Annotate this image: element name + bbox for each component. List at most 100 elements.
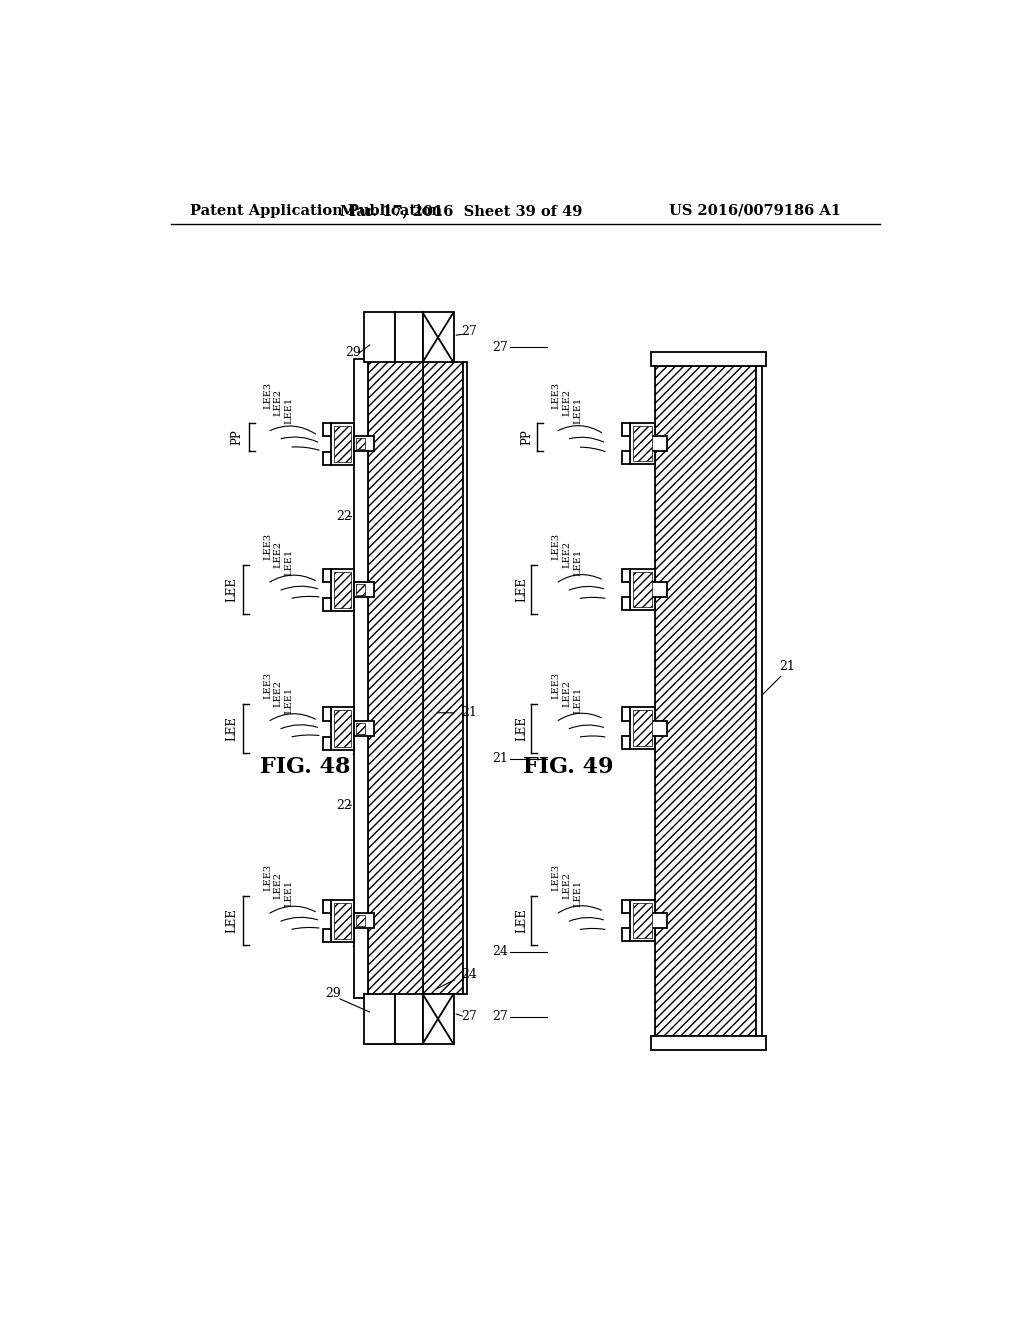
Bar — [356, 585, 366, 595]
Text: LEE: LEE — [515, 715, 528, 741]
Text: LEE1: LEE1 — [285, 549, 294, 576]
Bar — [331, 900, 354, 942]
Text: FIG. 48: FIG. 48 — [260, 755, 350, 777]
Bar — [356, 723, 366, 734]
Text: 29: 29 — [345, 346, 360, 359]
Bar — [324, 598, 331, 611]
Bar — [331, 708, 354, 750]
Bar — [324, 708, 331, 721]
Text: LEE2: LEE2 — [273, 541, 283, 568]
Bar — [395, 994, 423, 1044]
Text: 24: 24 — [461, 968, 477, 981]
Bar — [395, 313, 423, 363]
Bar — [324, 451, 331, 465]
Text: LEE1: LEE1 — [573, 397, 582, 424]
Bar — [651, 352, 766, 367]
Text: Mar. 17, 2016  Sheet 39 of 49: Mar. 17, 2016 Sheet 39 of 49 — [340, 203, 583, 218]
Bar — [356, 438, 366, 449]
Bar — [354, 913, 374, 928]
Bar — [365, 313, 395, 363]
Text: LEE1: LEE1 — [573, 688, 582, 714]
Text: 21: 21 — [492, 752, 508, 766]
Bar — [651, 582, 667, 597]
Text: LEE1: LEE1 — [285, 879, 294, 907]
Bar — [756, 367, 762, 1036]
Bar — [423, 994, 454, 1044]
Bar — [623, 900, 630, 913]
Bar — [354, 582, 374, 597]
Bar — [334, 425, 351, 462]
Text: 26: 26 — [351, 937, 367, 950]
Text: LEE: LEE — [225, 715, 239, 741]
Text: 21: 21 — [779, 660, 795, 673]
Text: LEE: LEE — [225, 908, 239, 933]
Text: LEE1: LEE1 — [285, 397, 294, 424]
Bar — [324, 569, 331, 582]
Text: LEE3: LEE3 — [551, 533, 560, 560]
Bar — [324, 900, 331, 913]
Bar — [623, 708, 630, 721]
Bar — [334, 710, 351, 747]
Text: 27: 27 — [461, 1010, 477, 1023]
Text: 24: 24 — [492, 945, 508, 958]
Text: LEE3: LEE3 — [263, 672, 272, 700]
Text: LEE3: LEE3 — [551, 672, 560, 700]
Bar — [630, 900, 655, 941]
Text: LEE3: LEE3 — [263, 533, 272, 560]
Bar — [633, 572, 652, 607]
Bar — [623, 928, 630, 941]
Text: 27: 27 — [492, 1010, 508, 1023]
Text: 26: 26 — [351, 459, 367, 473]
Text: LEE3: LEE3 — [263, 865, 272, 891]
Bar — [623, 737, 630, 748]
Text: LEE3: LEE3 — [263, 381, 272, 409]
Text: LEE: LEE — [515, 577, 528, 602]
Text: LEE2: LEE2 — [562, 541, 571, 568]
Text: LEE3: LEE3 — [551, 865, 560, 891]
Bar — [463, 363, 467, 994]
Text: LEE1: LEE1 — [285, 688, 294, 714]
Bar — [354, 721, 374, 737]
Bar — [354, 436, 374, 451]
Bar — [331, 422, 354, 465]
Bar — [423, 313, 454, 363]
Text: LEE3: LEE3 — [551, 381, 560, 409]
Bar — [423, 363, 463, 994]
Bar — [356, 915, 366, 927]
Bar — [334, 903, 351, 940]
Bar — [630, 569, 655, 610]
Text: LEE2: LEE2 — [562, 389, 571, 416]
Text: 21: 21 — [461, 706, 477, 719]
Bar — [630, 708, 655, 748]
Text: LEE2: LEE2 — [562, 873, 571, 899]
Text: 29: 29 — [326, 987, 341, 1001]
Text: LEE2: LEE2 — [562, 680, 571, 706]
Text: LEE1: LEE1 — [573, 549, 582, 576]
Text: US 2016/0079186 A1: US 2016/0079186 A1 — [669, 203, 841, 218]
Text: 22: 22 — [336, 799, 351, 812]
Bar — [651, 1036, 766, 1051]
Text: 26: 26 — [351, 744, 367, 758]
Bar — [630, 422, 655, 465]
Bar — [651, 721, 667, 737]
Text: PP: PP — [520, 429, 534, 445]
Bar — [334, 572, 351, 609]
Bar — [324, 422, 331, 436]
Text: Patent Application Publication: Patent Application Publication — [190, 203, 442, 218]
Bar — [633, 710, 652, 746]
Bar — [369, 1036, 423, 1044]
Bar — [331, 569, 354, 611]
Text: 27: 27 — [492, 341, 508, 354]
Text: LEE1: LEE1 — [573, 879, 582, 907]
Bar — [655, 367, 756, 1036]
Bar — [623, 422, 630, 436]
Bar — [324, 737, 331, 750]
Bar — [623, 451, 630, 465]
Text: LEE2: LEE2 — [273, 389, 283, 416]
Bar — [369, 359, 423, 1044]
Bar — [354, 359, 369, 998]
Bar — [651, 436, 667, 451]
Bar — [365, 994, 395, 1044]
Text: 22: 22 — [336, 510, 351, 523]
Bar — [324, 929, 331, 942]
